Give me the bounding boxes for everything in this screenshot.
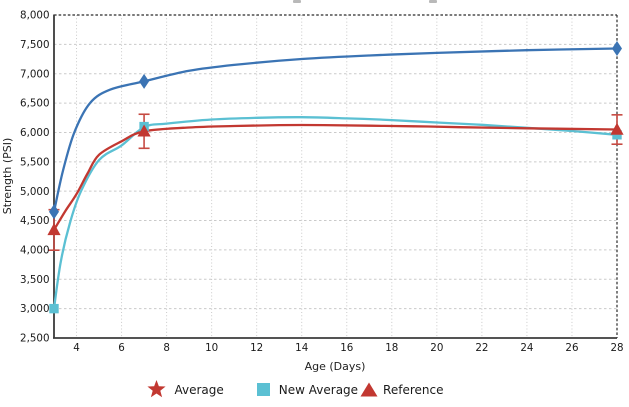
y-tick-label: 6,500 [20,98,49,110]
y-tick-label: 5,500 [20,156,49,168]
square-icon [256,383,270,396]
x-axis-label: Age (Days) [305,360,366,373]
data-point-square [612,130,622,140]
x-tick-label: 4 [73,342,80,354]
data-point-diamond [49,204,59,220]
x-tick-label: 28 [610,342,623,354]
data-point-diamond [139,73,150,89]
x-tick-label: 20 [430,342,443,354]
star-icon [146,378,167,401]
tick-layer: 4 6 8 10 12 14 16 18 20 22 24 26 28 2,500 3,000 3,500 4,… [20,10,624,354]
x-tick-label: 24 [520,342,533,354]
y-tick-label: 3,000 [20,303,49,315]
y-tick-label: 4,000 [20,245,49,257]
series-line-reference [52,123,619,232]
x-tick-label: 12 [250,342,263,354]
data-point-square [49,303,59,314]
legend-label-reference: Reference [383,382,444,397]
series-line-new-average [52,116,619,310]
legend-label-new-average: New Average [278,382,359,397]
y-tick-label: 7,500 [20,39,49,51]
y-tick-label: 6,000 [20,127,49,139]
x-tick-label: 14 [295,342,308,354]
y-tick-label: 5,000 [20,186,49,198]
cropped-title-fragment [293,0,301,3]
grid-layer [53,14,618,339]
data-point-diamond [612,40,622,56]
x-tick-label: 18 [385,342,398,354]
y-axis-label: Strength (PSI) [1,138,14,215]
x-tick-label: 26 [565,342,578,354]
legend-label-average: Average [174,382,224,397]
x-tick-label: 10 [205,342,218,354]
cropped-title-fragment [429,0,437,3]
data-point-triangle [137,124,151,137]
series-line-average [52,47,619,213]
legend-item-reference: Reference [360,382,443,397]
triangle-icon [360,382,378,397]
y-tick-label: 3,500 [20,274,49,286]
x-tick-label: 16 [340,342,353,354]
y-tick-label: 8,000 [20,10,49,22]
x-tick-label: 6 [118,342,125,354]
series-layer [47,40,624,314]
data-point-triangle [47,223,61,236]
data-point-triangle [610,122,624,135]
x-tick-label: 22 [475,342,488,354]
y-tick-label: 7,000 [20,68,49,80]
legend-item-average: Average [146,378,224,401]
x-tick-label: 8 [163,342,170,354]
y-tick-label: 2,500 [20,333,49,345]
legend-item-new-average: New Average [256,382,359,397]
y-tick-label: 4,500 [20,215,49,227]
chart-legend: Average New Average Reference [0,378,609,401]
